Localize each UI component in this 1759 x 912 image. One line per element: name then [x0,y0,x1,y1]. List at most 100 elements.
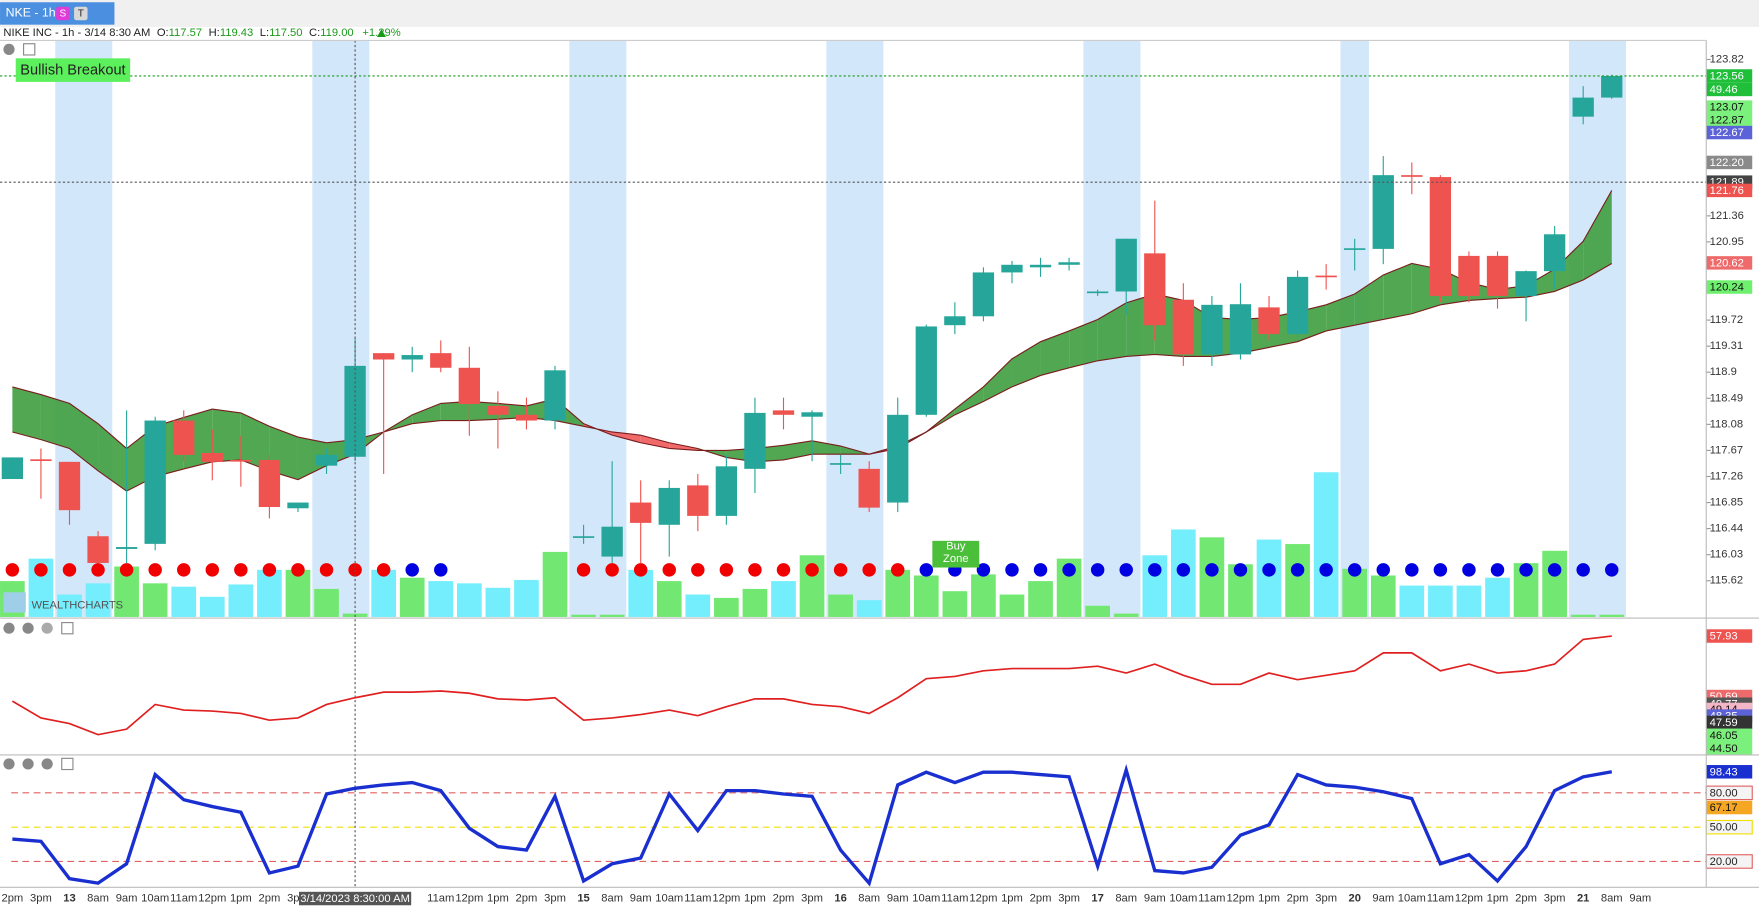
session-band [826,40,884,617]
x-tick-label: 11am [427,893,454,905]
candle-body [801,412,823,417]
candle-body [1258,307,1280,335]
zone-box: Buy Zone [932,540,980,568]
signal-dot [1376,563,1390,577]
signal-dot [719,563,734,577]
x-tick-label: 8am [1601,893,1623,905]
axis-label-box [1706,741,1753,755]
collapse-button[interactable] [22,758,34,770]
candle-body [829,463,852,465]
hide-button[interactable] [3,758,15,770]
candle-body [1344,248,1366,250]
up-button[interactable] [41,622,53,634]
candle-body [315,454,338,466]
x-tick-label: 11am [1427,893,1454,905]
signal-dot [633,563,648,577]
axis-label: 57.93 [1710,631,1738,643]
volume-bar [942,591,968,617]
signal-dot [5,563,20,577]
candle-body [1115,238,1137,292]
cloud-fill [1554,241,1584,292]
candle-body [544,370,566,421]
axis-label: 44.50 [1710,743,1738,755]
signal-dot [1176,563,1191,577]
volume-bar [142,583,168,617]
cloud-fill [1326,294,1355,331]
axis-label-box [1706,125,1753,140]
ohlc-value: 117.50 [269,27,302,39]
axis-label-box [1706,69,1753,83]
x-tick-label: 12pm [1455,893,1483,905]
symbol: NIKE INC - 1h - 3/14 8:30 AM [3,27,150,39]
candle-body [372,353,395,360]
axis-label-box [1706,256,1753,270]
signal-dot [976,563,991,577]
signal-dot [348,563,362,577]
x-tick-label: 15 [577,893,589,905]
x-tick-label: 2pm [259,893,281,905]
cloud-fill [1097,302,1127,361]
candle-body [915,326,937,415]
x-tick-label: 2pm [1,893,23,905]
candle-body [1601,75,1623,98]
tab-title: NKE - 1hr [6,6,60,20]
x-tick-label: 12pm [712,893,740,905]
badge[interactable] [56,6,70,21]
x-tick-label: 10am [1169,893,1197,905]
axis-label: 120.62 [1710,257,1744,269]
add-button[interactable] [61,622,74,635]
x-tick-label: 21 [1577,893,1589,905]
axis-label: 120.24 [1710,282,1744,294]
x-tick-label: 12pm [198,893,226,905]
x-tick-label: 3pm [801,893,823,905]
session-band [1568,40,1626,617]
axis-label: 50.00 [1710,822,1738,834]
cloud-fill [1354,274,1384,326]
add-button[interactable] [61,757,74,771]
candle-body [972,272,995,317]
ohlc-value: 117.57 [169,27,202,39]
add-button[interactable] [23,43,36,56]
candle-body [458,367,480,405]
up-button[interactable] [41,758,53,770]
candle-body [858,468,880,508]
candle-body [58,461,81,511]
candle-body [230,459,252,462]
signal-dot [862,563,876,577]
indicator-line [11,635,1612,736]
candle-body [1029,264,1052,268]
signal-dot [1462,563,1476,577]
candle-body [515,414,538,421]
volume-bar [85,583,111,617]
volume-bar [1313,472,1339,617]
x-tick-label: 2pm [516,893,538,905]
signal-dot [1576,563,1590,577]
signal-dot [234,563,248,577]
candle-body [1172,299,1194,355]
y-tick-label: 117.67 [1710,444,1743,456]
badge[interactable] [74,6,88,21]
candle-body [30,459,52,462]
signal-dot [833,563,848,577]
x-tick-label: 2pm [773,893,795,905]
collapse-button[interactable] [22,622,34,634]
volume-bar [599,614,625,617]
up-arrow [376,29,386,38]
cloud-fill [1583,190,1612,281]
cloud-fill [983,358,1012,402]
volume-bar [771,581,796,617]
signal-dot [1605,563,1619,577]
volume-bar [171,586,197,617]
zone-label: Buy Zone [932,540,980,568]
session-band [312,40,370,617]
hide-button[interactable] [3,43,15,55]
session-band [55,40,113,617]
ohlc-key: O: [157,27,169,39]
cloud-fill [98,423,127,492]
hide-button[interactable] [3,622,15,634]
cloud-fill [1383,263,1412,320]
cloud-fill [1040,330,1070,376]
cloud-fill [1011,341,1041,387]
volume-bar [314,588,339,617]
